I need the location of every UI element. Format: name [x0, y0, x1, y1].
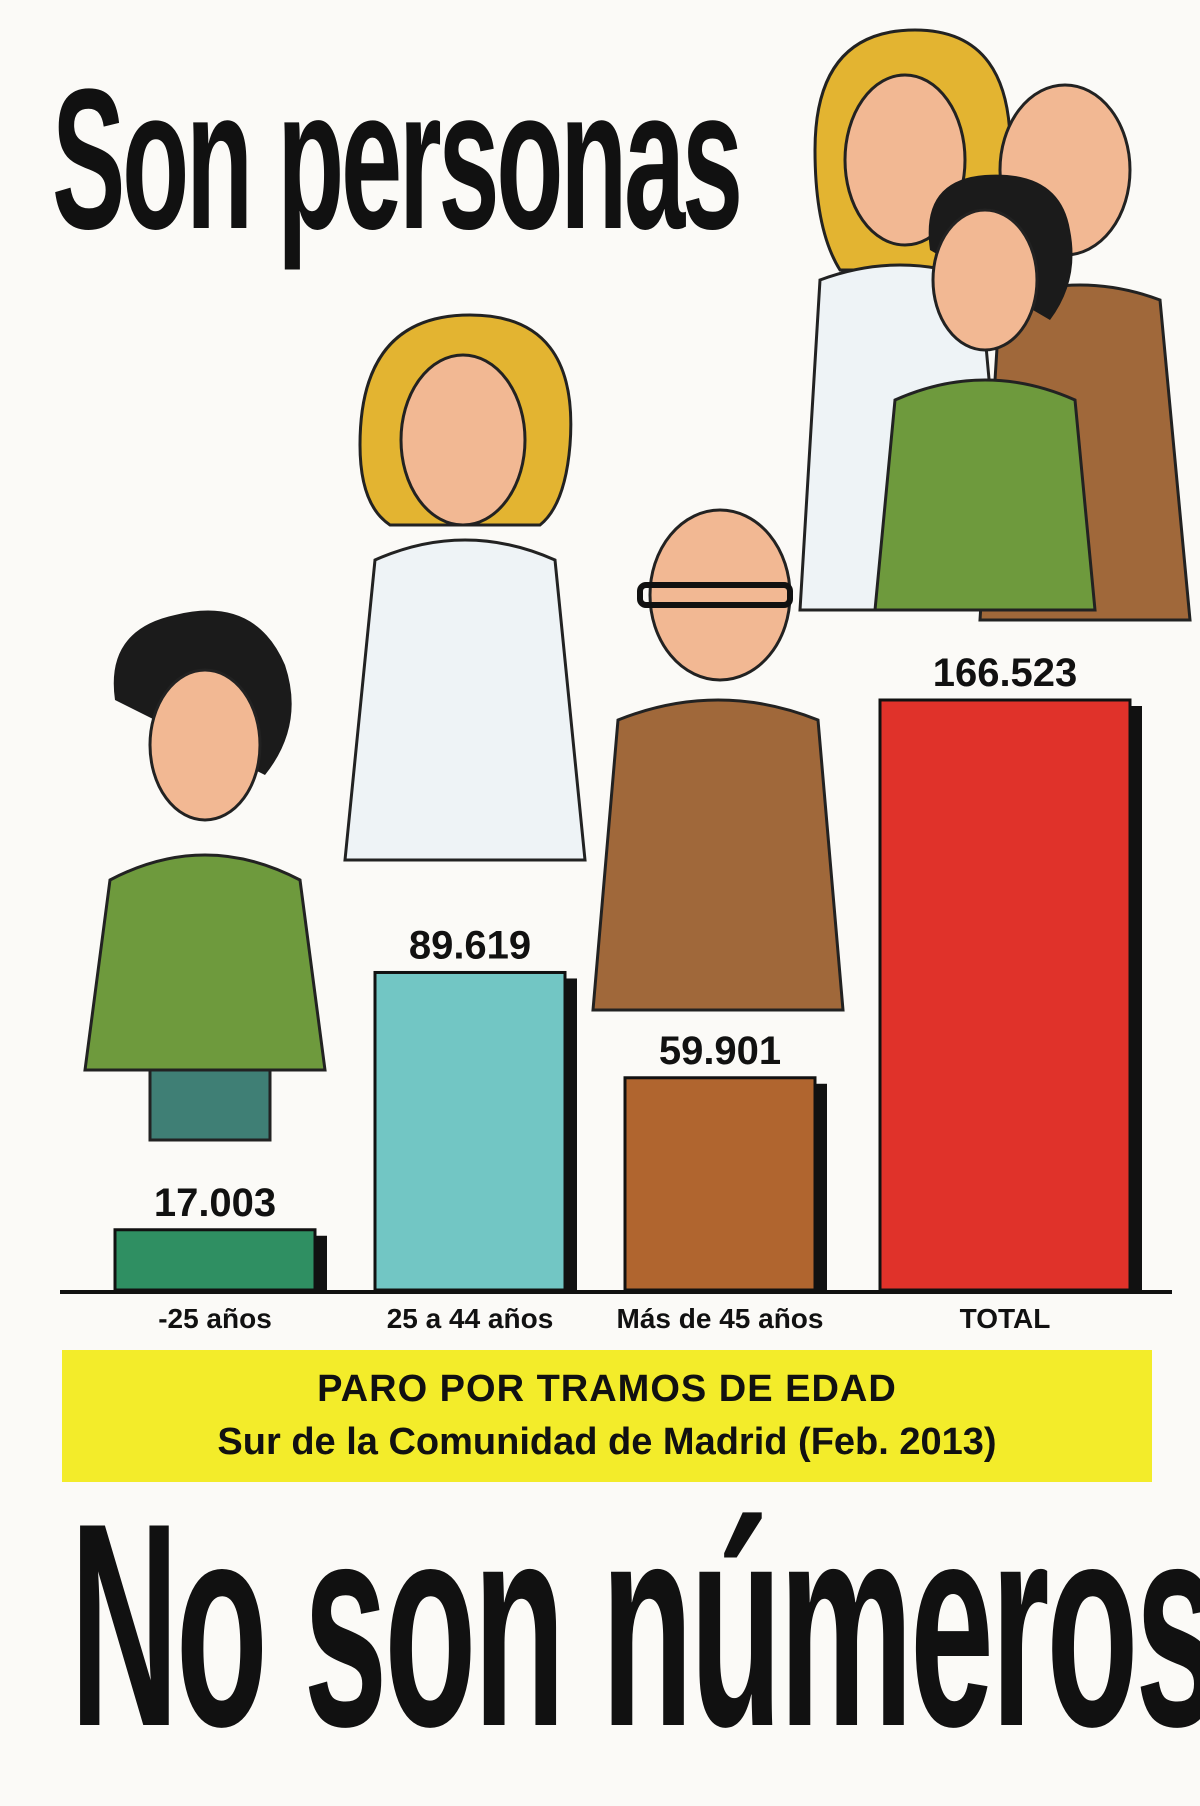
bar — [113, 1228, 317, 1292]
value-label: 17.003 — [154, 1181, 276, 1225]
headline-bottom: No son números — [70, 1463, 1200, 1787]
woman-doctor-figure — [343, 313, 587, 862]
older-man-figure — [591, 508, 845, 1012]
category-label: TOTAL — [960, 1303, 1051, 1334]
value-label: 59.901 — [659, 1029, 781, 1073]
bars-layer — [113, 698, 1142, 1292]
caption-box: PARO POR TRAMOS DE EDAD Sur de la Comuni… — [62, 1350, 1152, 1482]
bar — [373, 970, 567, 1292]
category-label: Más de 45 años — [617, 1303, 824, 1334]
headline-top: Son personas — [52, 48, 743, 271]
value-labels-layer: 17.003 89.619 59.901 166.523 — [154, 651, 1077, 1225]
bar — [623, 1076, 817, 1292]
category-label: 25 a 44 años — [387, 1303, 554, 1334]
bar — [878, 698, 1132, 1292]
group-figure — [798, 28, 1192, 622]
value-label: 166.523 — [933, 651, 1078, 695]
caption-subtitle: Sur de la Comunidad de Madrid (Feb. 2013… — [217, 1421, 997, 1463]
category-labels-layer: -25 años 25 a 44 años Más de 45 años TOTAL — [158, 1303, 1050, 1334]
category-label: -25 años — [158, 1303, 272, 1334]
caption-title: PARO POR TRAMOS DE EDAD — [317, 1368, 897, 1410]
young-man-figure — [83, 610, 327, 1142]
value-label: 89.619 — [409, 923, 531, 967]
